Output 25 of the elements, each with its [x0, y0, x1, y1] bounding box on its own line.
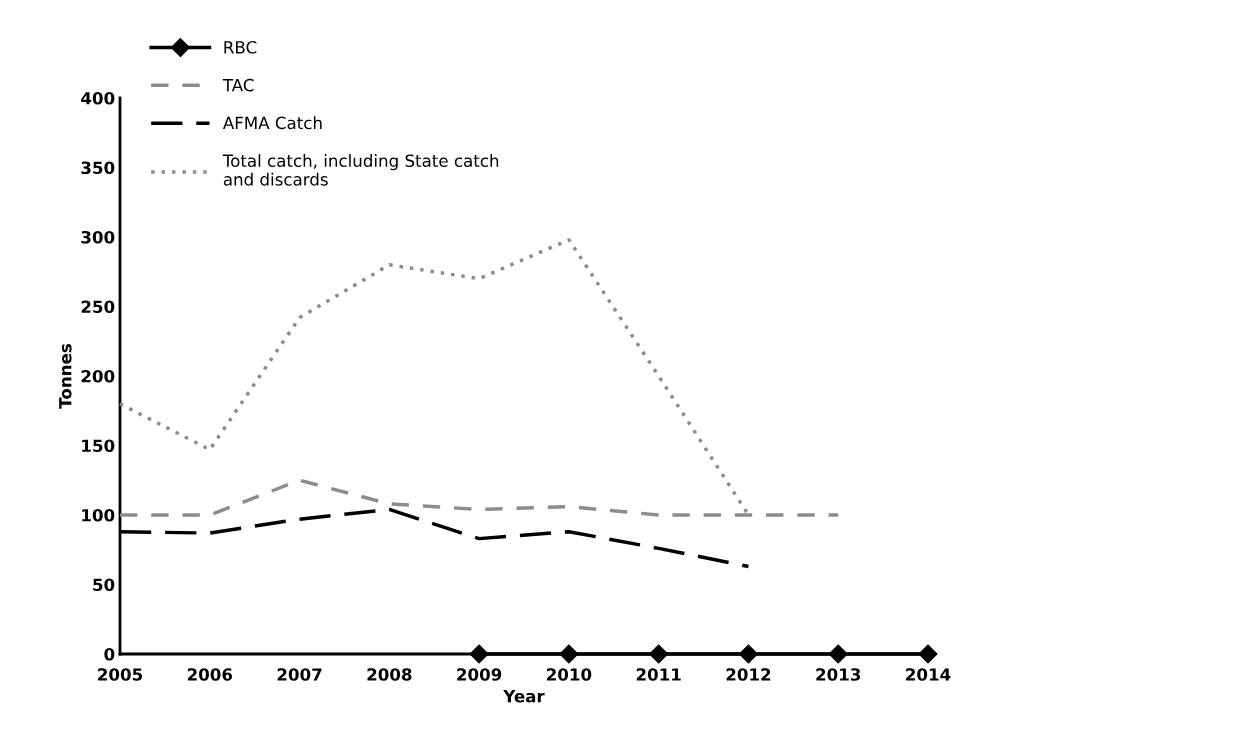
x-tick-label: 2007: [277, 668, 322, 681]
x-tick-label: 2012: [726, 668, 771, 681]
legend-label: TAC: [222, 78, 254, 92]
x-tick-label: 2014: [906, 668, 951, 681]
y-tick-label: 400: [81, 91, 115, 105]
y-tick-label: 250: [81, 300, 115, 314]
y-tick-label: 0: [104, 647, 115, 661]
y-tick-label: 100: [82, 508, 115, 522]
y-tick-label: 50: [93, 578, 115, 592]
x-tick-label: 2008: [367, 668, 412, 681]
x-tick-label: 2009: [457, 668, 502, 681]
x-tick-label: 2006: [187, 668, 233, 681]
legend-label: RBC: [224, 41, 257, 54]
y-axis-title: Tonnes: [59, 344, 72, 409]
y-tick-label: 300: [81, 230, 115, 244]
y-tick-label: 200: [81, 369, 115, 383]
x-tick-label: 2010: [547, 668, 592, 681]
y-tick-label: 150: [82, 439, 115, 453]
x-tick-label: 2013: [816, 668, 861, 681]
legend-label: AFMA Catch: [222, 116, 322, 130]
x-tick-label: 2011: [636, 668, 681, 681]
legend-label: Total catch, including State catch and discards: [222, 154, 499, 186]
y-tick-label: 350: [81, 161, 115, 175]
x-axis-title: Year: [503, 690, 545, 703]
x-tick-label: 2005: [98, 668, 143, 681]
